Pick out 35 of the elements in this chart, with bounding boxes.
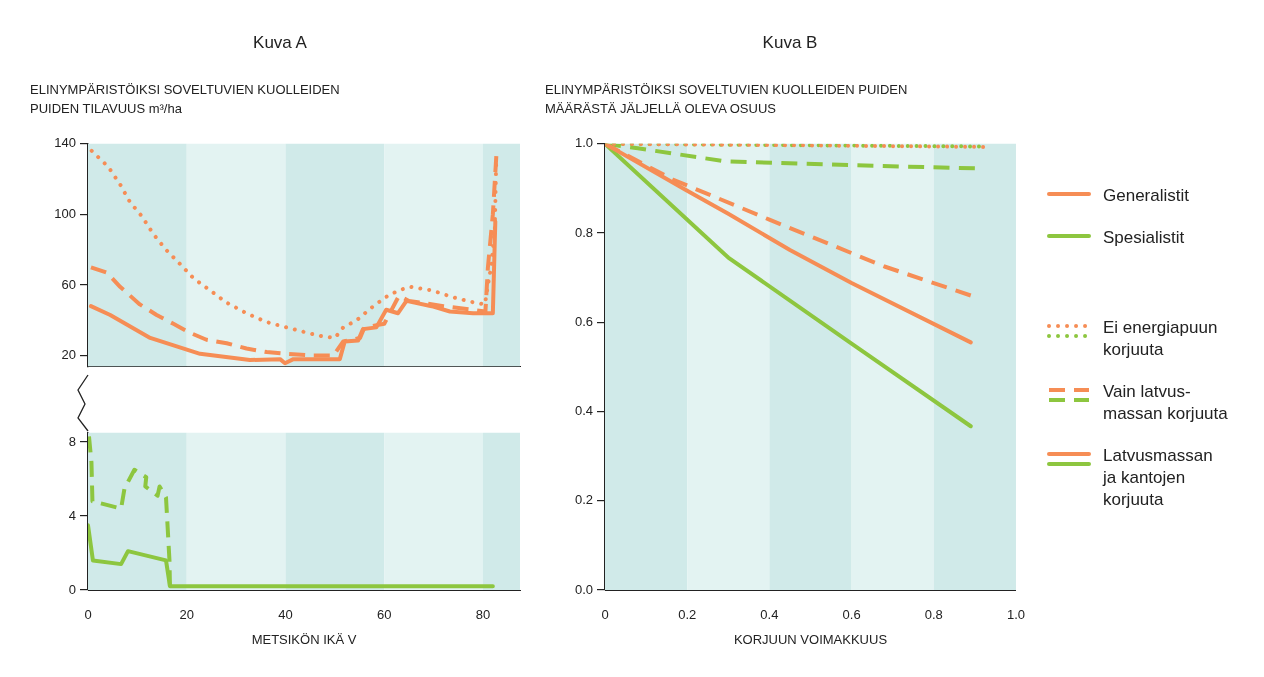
text: Generalistit [1103,185,1190,207]
text: Spesialistit [1103,227,1186,249]
x-axis-title: METSIKÖN IKÄ V [251,631,357,647]
y-tick-label: 0.6 [574,313,593,329]
y-tick-label: 4 [68,507,76,523]
x-tick-label: 0.8 [924,607,943,623]
x-tick-label: 0.2 [678,607,697,623]
x-tick-label: 1.0 [1006,607,1025,623]
y-tick-label: 0.2 [574,492,593,508]
y-tick-label: 140 [54,135,76,151]
chart-title: Kuva B [761,33,819,53]
text: Vain latvus-massan korjuuta [1103,381,1228,425]
y-tick-label: 0.4 [574,403,593,419]
y-tick-label: 0.0 [574,581,593,597]
y-tick-label: 1.0 [574,135,593,151]
y-tick-label: 60 [61,276,76,292]
text: Latvusmassan ja kantojen korjuuta [1103,445,1214,511]
text: Ei energiapuun korjuuta [1103,317,1219,361]
x-tick-label: 0 [601,607,609,623]
x-tick-label: 20 [179,607,194,623]
x-axis-title: KORJUUN VOIMAKKUUS [733,631,888,647]
y-axis-title: ELINYMPÄRISTÖIKSI SOVELTUVIEN KUOLLEIDEN PUIDEN MÄÄRÄSTÄ JÄLJELLÄ OLEVA OSUUS [545,81,909,118]
x-tick-label: 40 [278,607,293,623]
y-axis-title: ELINYMPÄRISTÖIKSI SOVELTUVIEN KUOLLEIDEN PUIDEN TILAVUUS m³/ha [30,81,341,118]
y-tick-label: 20 [61,347,76,363]
y-tick-label: 8 [68,433,76,449]
y-tick-label: 100 [54,205,76,221]
y-tick-label: 0.8 [574,224,593,240]
chart-title: Kuva A [252,33,308,53]
x-tick-label: 0.4 [760,607,779,623]
y-tick-label: 0 [68,581,76,597]
x-tick-label: 0.6 [842,607,861,623]
x-tick-label: 60 [376,607,392,623]
x-tick-label: 0 [84,607,92,623]
x-tick-label: 80 [475,607,491,623]
